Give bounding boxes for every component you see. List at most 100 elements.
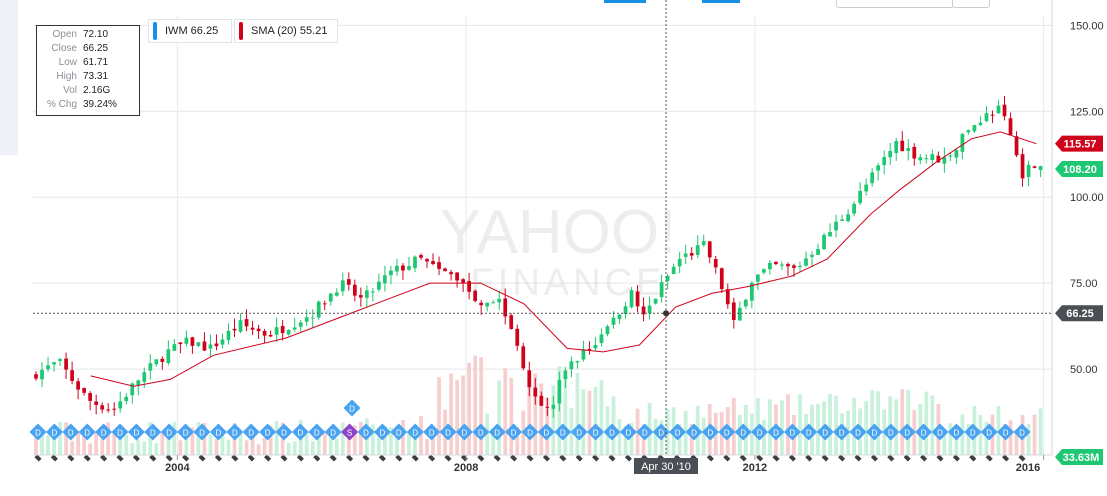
dividend-marker[interactable]: D [931,423,949,462]
dividend-marker[interactable]: D [521,423,539,462]
dividend-marker[interactable]: D [505,423,523,462]
volume-bar [130,443,135,455]
dividend-marker[interactable]: D [833,423,851,462]
dividend-marker[interactable]: D [193,423,211,462]
dividend-marker[interactable]: D [751,423,769,462]
volume-bar [377,436,381,455]
sma-20-line [90,131,1037,387]
marker-letter: D [478,429,484,438]
candle-body [527,370,532,388]
candle-body [924,158,929,160]
dividend-marker[interactable]: D [226,423,244,462]
dividend-marker[interactable]: D [160,423,178,462]
dividend-marker[interactable]: D [915,423,933,462]
candle-body [743,299,748,307]
dividend-marker[interactable]: D [849,423,867,462]
split-marker[interactable]: S [341,423,359,462]
dividend-marker[interactable]: D [570,423,588,462]
volume-bar [118,427,123,455]
dividend-marker[interactable]: D [291,423,309,462]
dividend-marker[interactable]: D [324,423,342,462]
marker-tick [838,454,846,462]
candle-body [870,172,875,184]
volume-bar [256,444,261,455]
dividend-marker[interactable]: D [964,423,982,462]
marker-letter: D [642,429,648,438]
dividend-marker[interactable]: D [343,399,361,417]
dividend-marker[interactable]: D [685,423,703,462]
legend-iwm[interactable]: IWM 66.25 [148,19,232,43]
dividend-marker[interactable]: D [357,423,375,462]
dividend-marker[interactable]: D [800,423,818,462]
dividend-marker[interactable]: D [767,423,785,462]
dividend-marker[interactable]: D [669,423,687,462]
volume-bar [190,427,195,455]
dividend-marker[interactable]: D [472,423,490,462]
candle-body [677,258,682,267]
marker-diamond [226,423,244,441]
dividend-marker[interactable]: D [439,423,457,462]
dividend-marker[interactable]: D [488,423,506,462]
dividend-marker[interactable]: D [29,423,47,462]
marker-letter: D [888,429,894,438]
dividend-marker[interactable]: D [406,423,424,462]
dividend-marker[interactable]: D [816,423,834,462]
watermark-yahoo: YAHOO! [440,198,677,267]
marker-tick [1018,454,1026,462]
dividend-marker[interactable]: D [537,423,555,462]
dividend-marker[interactable]: D [390,423,408,462]
dividend-marker[interactable]: D [603,423,621,462]
dividend-marker[interactable]: D [209,423,227,462]
dividend-marker[interactable]: D [275,423,293,462]
marker-letter: D [216,429,222,438]
search-button[interactable] [952,0,990,8]
dividend-marker[interactable]: D [95,423,113,462]
dividend-marker[interactable]: D [898,423,916,462]
dividend-marker[interactable]: D [373,423,391,462]
volume-bar [94,432,99,455]
x-tick-label: 2004 [165,462,190,474]
dividend-marker[interactable]: D [718,423,736,462]
dividend-marker[interactable]: D [308,423,326,462]
event-markers[interactable]: D D D D D D D D D D D D D D D D D D D S D D D D D D D D D D D D D D D D D D D D… [29,399,1031,462]
dividend-marker[interactable]: D [78,423,96,462]
dividend-marker[interactable]: D [259,423,277,462]
dividend-marker[interactable]: D [554,423,572,462]
candle-body [485,302,490,307]
dividend-marker[interactable]: D [619,423,637,462]
dividend-marker[interactable]: D [423,423,441,462]
candle-body [491,302,496,304]
range-tab-a[interactable] [604,0,646,3]
volume-bar [340,422,345,455]
legend-sma[interactable]: SMA (20) 55.21 [234,19,338,43]
dividend-marker[interactable]: D [144,423,162,462]
volume-bar [689,424,694,455]
dividend-marker[interactable]: D [701,423,719,462]
dividend-marker[interactable]: D [783,423,801,462]
dividend-marker[interactable]: D [947,423,965,462]
dividend-marker[interactable]: D [127,423,145,462]
marker-diamond [669,423,687,441]
candle-body [328,293,333,302]
dividend-marker[interactable]: D [111,423,129,462]
dividend-marker[interactable]: D [62,423,80,462]
dividend-marker[interactable]: D [177,423,195,462]
dividend-marker[interactable]: D [587,423,605,462]
candle-body [990,114,995,116]
candle-body [352,284,357,296]
candle-body [533,387,538,397]
volume-bar [473,355,478,455]
dividend-marker[interactable]: D [980,423,998,462]
range-tab-b[interactable] [702,0,740,3]
volume-bar [870,390,875,455]
volume-bar [1008,420,1013,455]
dividend-marker[interactable]: D [865,423,883,462]
dividend-marker[interactable]: D [882,423,900,462]
dividend-marker[interactable]: D [997,423,1015,462]
volume-bar [894,399,899,455]
candle-body [972,125,977,132]
chart-frame[interactable] [28,0,1107,496]
dividend-marker[interactable]: D [242,423,260,462]
dividend-marker[interactable]: D [734,423,752,462]
